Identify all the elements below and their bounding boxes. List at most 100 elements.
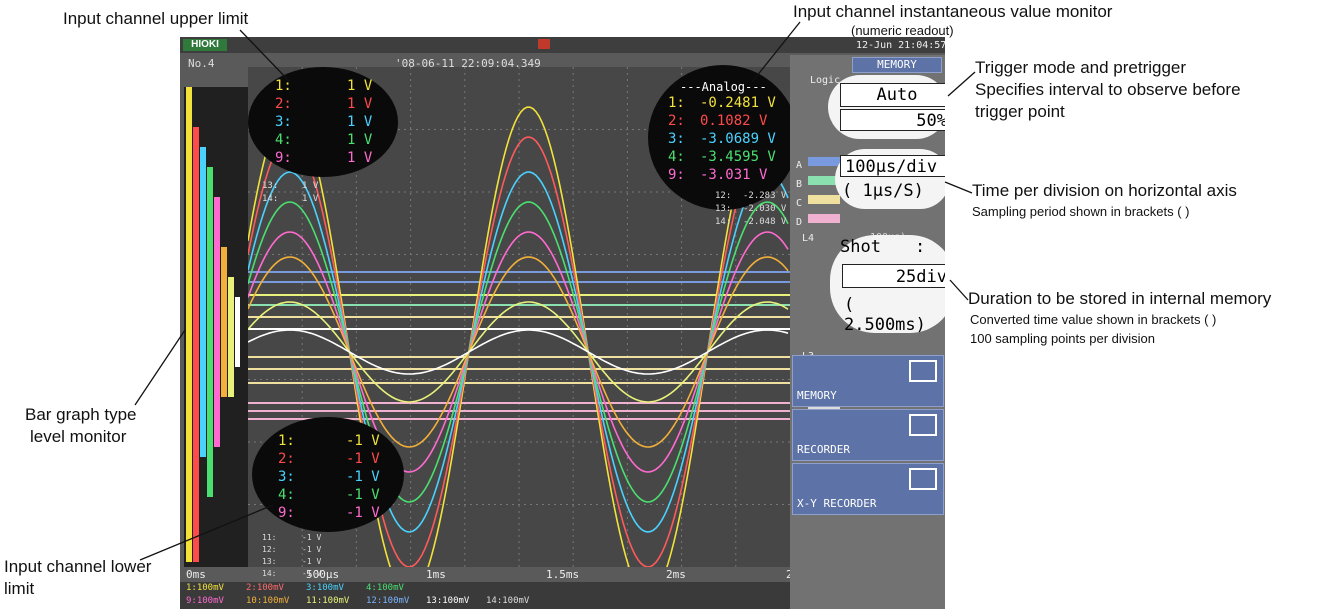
channel-value: 1 V [347, 150, 373, 166]
channel-value: 1 V [347, 114, 373, 130]
readout-row: 14: 1 V [262, 188, 319, 204]
shot-label: Shot [840, 237, 881, 257]
channel-number: 13: [715, 204, 732, 214]
annotation-storage-duration: Duration to be stored in internal memory [968, 289, 1272, 308]
time-axis-label: 500μs [306, 568, 340, 581]
channel-value: -1 V [302, 557, 322, 566]
readout-row: 1: -0.2481 V [668, 94, 776, 112]
readout-row: 13: -2.030 V [715, 198, 786, 214]
logic-row: C [796, 193, 840, 209]
annotation-trigger-mode: Trigger mode and pretrigger [975, 58, 1187, 77]
tab-memory[interactable]: MEMORY [852, 57, 942, 73]
channel-range: 2:100mV [246, 583, 284, 593]
channel-number: 2: [278, 451, 295, 467]
readout-row: 9: -1 V [278, 504, 380, 522]
channel-number: 2: [668, 113, 685, 129]
logic-row-bar [808, 214, 840, 223]
instrument-screen: HIOKI No.4 '08-06-11 22:09:04.349 12-Jun… [180, 37, 945, 609]
readout-row: 9: 1 V [275, 149, 372, 167]
annotation-lower-limit-cont: limit [4, 579, 35, 598]
channel-range: 9:100mV [186, 596, 224, 606]
channel-value: -1 V [302, 545, 322, 554]
pretrigger-field[interactable]: 50% [840, 109, 945, 131]
trigger-timestamp: '08-06-11 22:09:04.349 [395, 57, 541, 70]
logic-row-label: A [796, 160, 803, 171]
annotation-sampling-period: Sampling period shown in brackets ( ) [972, 204, 1190, 219]
sine-trace [248, 171, 789, 533]
channel-number: 9: [278, 505, 295, 521]
annotation-trigger-point: trigger point [975, 102, 1065, 121]
readout-row: 14: -1 V [262, 563, 321, 578]
channel-value: -1 V [346, 433, 380, 449]
channel-value: -1 V [346, 487, 380, 503]
logic-row: D [796, 212, 840, 228]
channel-value: -1 V [346, 469, 380, 485]
time-div-field[interactable]: 100μs/div [840, 155, 945, 177]
sine-trace [248, 231, 789, 473]
sine-trace [248, 106, 789, 567]
sine-trace [248, 301, 789, 403]
readout-row: 13: 1 V [262, 175, 319, 191]
channel-value: 1 V [302, 194, 319, 204]
channel-number: 2: [275, 96, 292, 112]
channel-value: 0.1082 V [700, 113, 768, 129]
channel-number: 14: [262, 569, 277, 578]
readout-row: 2: 0.1082 V [668, 112, 776, 130]
mode-button-label: X-Y RECORDER [797, 497, 877, 510]
channel-number: 13: [262, 557, 277, 566]
readout-row: 11: -1 V [262, 527, 322, 542]
top-bar: HIOKI [180, 37, 945, 53]
trigger-mode-field[interactable]: Auto [840, 83, 945, 107]
lower-limit-panel [252, 417, 404, 532]
clock: 12-Jun 21:04:57 [856, 40, 945, 51]
sine-trace [248, 136, 789, 567]
logic-row: B [796, 174, 840, 190]
channel-range-bar: 1:100mV 2:100mV 3:100mV 4:100mV 9:100mV 10:10… [180, 582, 790, 609]
channel-number: 4: [668, 149, 685, 165]
shot-time: ( 2.500ms) [844, 295, 926, 335]
logic-row-label: B [796, 179, 803, 190]
mode-button-memory[interactable]: MEMORY [792, 355, 944, 407]
annotation-bar-graph: Bar graph type [25, 405, 137, 424]
channel-value: -1 V [302, 533, 322, 542]
shot-length-field[interactable]: 25div [842, 264, 945, 288]
readout-row: 9: -3.031 V [668, 166, 776, 184]
readout-row: 12: -2.283 V [715, 185, 787, 201]
channel-value: 1 V [302, 181, 319, 191]
bar-graph-level-monitor [184, 87, 248, 567]
channel-value: -3.031 V [700, 167, 768, 183]
logic-row-label: D [796, 217, 803, 228]
annotation-level-monitor: level monitor [30, 427, 127, 446]
upper-limit-extra: 13: 1 V 14: 1 V [262, 175, 319, 204]
annotation-sampling-points: 100 sampling points per division [970, 331, 1155, 346]
hioki-logo: HIOKI [183, 39, 227, 51]
mode-icon [909, 414, 937, 436]
time-axis-label: 1.5ms [546, 568, 580, 581]
time-axis-label: 1ms [426, 568, 446, 581]
mode-button-label: RECORDER [797, 443, 850, 456]
readout-row: 3: -1 V [278, 468, 380, 486]
logic-row-label: C [796, 198, 803, 209]
readout-row: 1: 1 V [275, 77, 372, 95]
upper-limit-list: 1: 1 V 2: 1 V 3: 1 V 4: 1 V 9: 1 V [275, 77, 372, 167]
channel-number: 3: [278, 469, 295, 485]
readout-row: 4: 1 V [275, 131, 372, 149]
readout-row: 14: -2.048 V [715, 211, 786, 227]
readout-row: 2: -1 V [278, 450, 380, 468]
channel-value: 1 V [347, 96, 373, 112]
logic-row: A [796, 155, 840, 171]
channel-value: -1 V [346, 505, 380, 521]
channel-range: 12:100mV [366, 596, 410, 606]
analog-readout-panel [648, 65, 798, 210]
readout-row: 1: -1 V [278, 432, 380, 450]
channel-number: 4: [278, 487, 295, 503]
channel-range: 1:100mV [186, 583, 224, 593]
l4-label: L4 [802, 233, 815, 244]
sine-trace [248, 329, 789, 375]
mode-button-x-y-recorder[interactable]: X-Y RECORDER [792, 463, 944, 515]
annotation-trigger-desc: Specifies interval to observe before [975, 80, 1241, 99]
time-axis-label: 2ms [666, 568, 686, 581]
readout-row: 12: -1 V [262, 539, 322, 554]
channel-value: -2.283 V [743, 191, 787, 201]
mode-button-recorder[interactable]: RECORDER [792, 409, 944, 461]
